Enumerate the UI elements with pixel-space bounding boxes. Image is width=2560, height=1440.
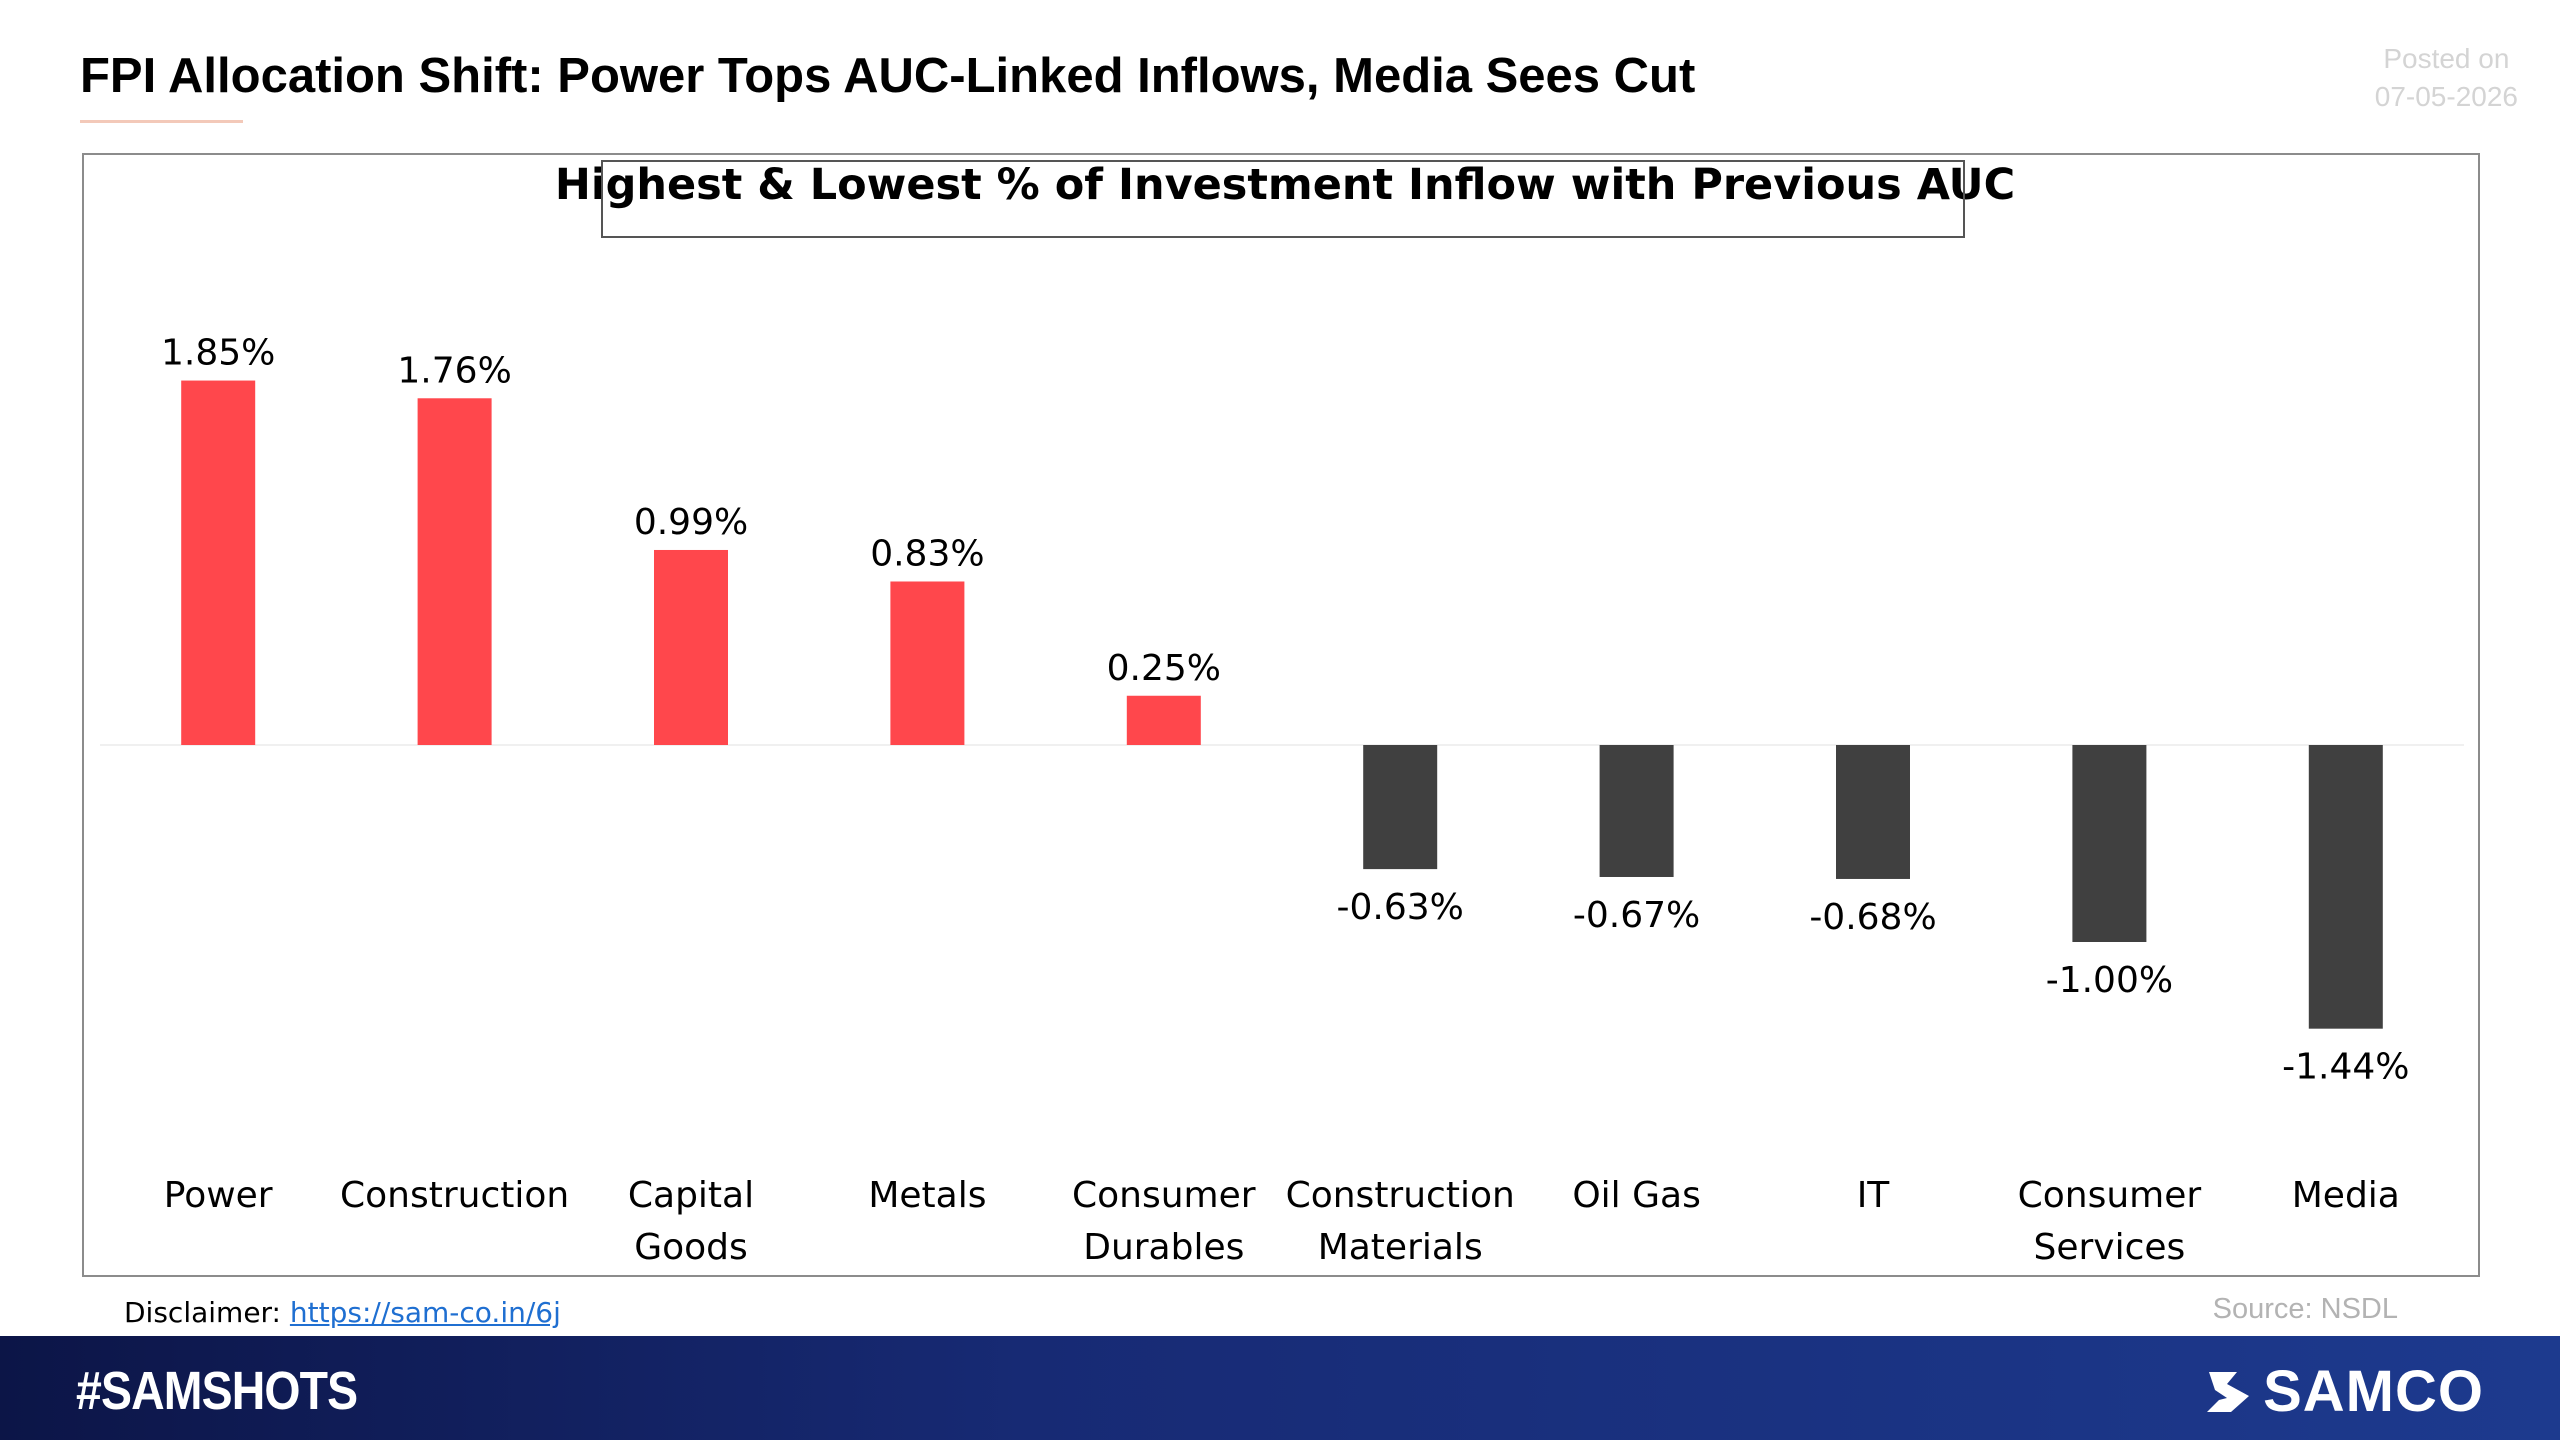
bar-1 (417, 398, 492, 745)
disclaimer-label: Disclaimer: (124, 1296, 281, 1329)
disclaimer-link[interactable]: https://sam-co.in/6j (289, 1296, 561, 1329)
category-label-1: Construction (340, 1175, 569, 1216)
chart-title-box (601, 160, 1965, 238)
chart-title: Highest & Lowest % of Investment Inflow … (555, 160, 2015, 210)
data-label-9: -1.44% (2282, 1047, 2409, 1088)
bar-2 (654, 549, 728, 745)
bar-6 (1599, 745, 1674, 877)
posted-date-block: Posted on 07-05-2026 (2375, 40, 2518, 116)
category-label-6: Oil Gas (1572, 1175, 1701, 1216)
data-label-5: -0.63% (1337, 887, 1464, 928)
brand-name: SAMCO (2263, 1359, 2484, 1424)
page-title: FPI Allocation Shift: Power Tops AUC-Lin… (80, 49, 1696, 103)
data-label-2: 0.99% (634, 502, 748, 543)
disclaimer: Disclaimer: https://sam-co.in/6j (124, 1296, 561, 1329)
category-label-5: Construction Materials (1286, 1175, 1515, 1268)
data-label-0: 1.85% (161, 333, 275, 374)
data-label-1: 1.76% (397, 350, 511, 391)
category-label-2: Capital Goods (628, 1175, 754, 1268)
bar-0 (181, 380, 256, 745)
title-underline (80, 120, 243, 123)
bar-7 (1836, 745, 1910, 879)
footer-bar: #SAMSHOTS SAMCO (0, 1336, 2560, 1440)
bar-5 (1363, 745, 1438, 870)
category-label-4: Consumer Durables (1072, 1175, 1256, 1268)
bar-chart: Highest & Lowest % of Investment Inflow … (100, 160, 2464, 1268)
category-label-8: Consumer Services (2018, 1175, 2202, 1268)
data-label-8: -1.00% (2046, 960, 2173, 1001)
bar-3 (890, 581, 965, 745)
data-label-4: 0.25% (1107, 648, 1221, 689)
bar-8 (2072, 745, 2147, 942)
category-label-9: Media (2292, 1175, 2400, 1216)
bar-9 (2308, 745, 2383, 1029)
brand-logo: SAMCO (2201, 1358, 2484, 1425)
category-label-7: IT (1857, 1175, 1891, 1216)
data-label-7: -0.68% (1809, 897, 1936, 938)
source-note: Source: NSDL (2212, 1293, 2398, 1325)
data-label-3: 0.83% (870, 533, 984, 574)
bar-4 (1126, 695, 1201, 745)
hashtag-label: #SAMSHOTS (76, 1361, 358, 1421)
samco-s-icon (2207, 1371, 2250, 1412)
data-label-6: -0.67% (1573, 895, 1700, 936)
category-label-0: Power (164, 1175, 273, 1216)
category-label-3: Metals (868, 1175, 986, 1216)
chart-frame: Highest & Lowest % of Investment Inflow … (82, 153, 2480, 1277)
posted-date: 07-05-2026 (2374, 81, 2518, 112)
posted-label: Posted on (2383, 43, 2510, 74)
